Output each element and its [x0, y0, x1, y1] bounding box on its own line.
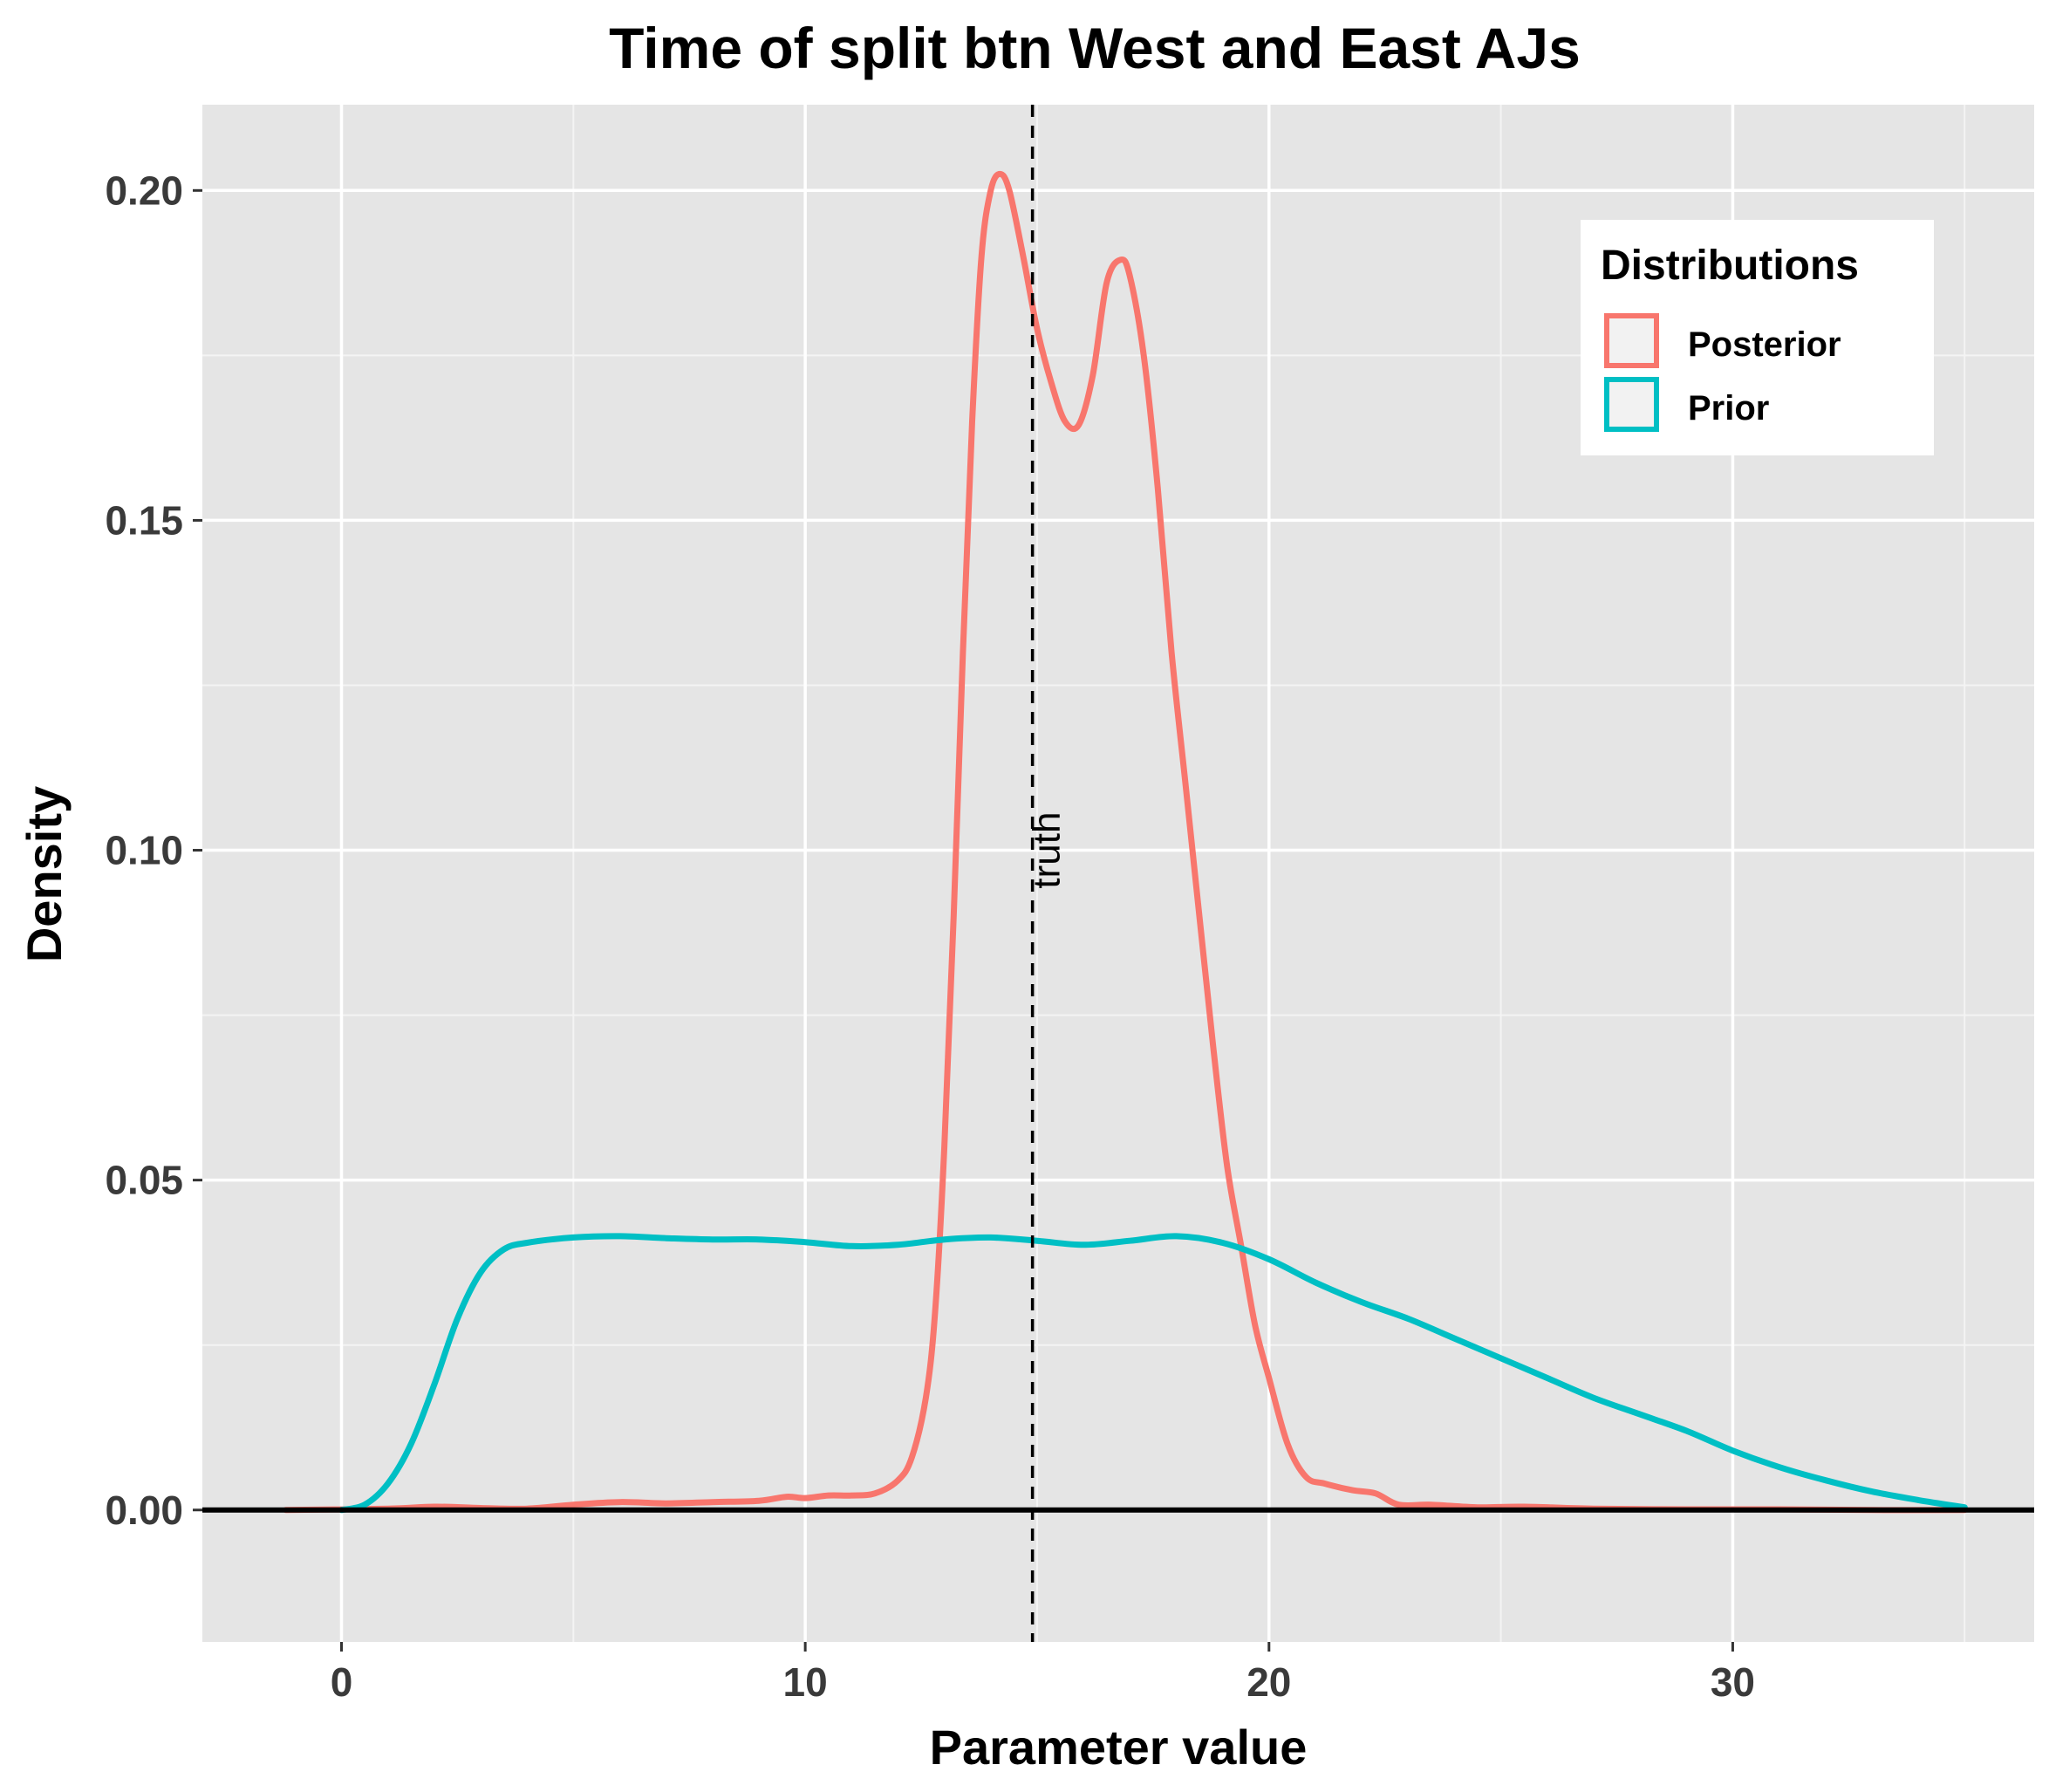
axis-ticks: 0 10 20 30 0.00 0.05 0.10 0.15 0.20	[105, 168, 1755, 1705]
series-lines	[202, 170, 2034, 1514]
y-axis-title: Density	[17, 786, 72, 962]
x-tick-label: 0	[331, 1659, 353, 1705]
series-line-posterior	[283, 170, 1968, 1514]
y-tick-label: 0.10	[105, 828, 183, 873]
y-tick-label: 0.20	[105, 168, 183, 213]
legend-label-posterior: Posterior	[1688, 325, 1841, 364]
truth-label: truth	[1026, 812, 1069, 889]
x-tick-label: 20	[1246, 1659, 1291, 1705]
legend-label-prior: Prior	[1688, 389, 1769, 427]
truth-reference-line: truth	[1026, 105, 1069, 1642]
legend-key-posterior	[1604, 313, 1659, 368]
y-tick-label: 0.00	[105, 1488, 183, 1533]
legend: Distributions Posterior Prior	[1581, 220, 1934, 455]
legend-key-prior	[1604, 377, 1659, 432]
legend-title: Distributions	[1601, 243, 1859, 289]
y-tick-label: 0.05	[105, 1158, 183, 1203]
x-tick-label: 10	[783, 1659, 828, 1705]
y-tick-label: 0.15	[105, 497, 183, 543]
series-line-prior	[338, 1233, 1968, 1514]
x-tick-label: 30	[1711, 1659, 1755, 1705]
x-axis-title: Parameter value	[930, 1720, 1308, 1775]
chart-title: Time of split btn West and East AJs	[609, 16, 1581, 80]
